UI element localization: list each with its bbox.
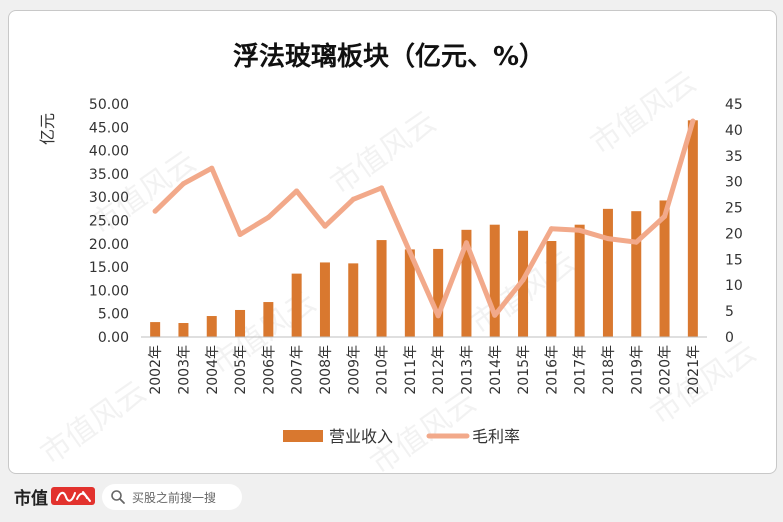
x-tick-label: 2012年 (431, 345, 447, 395)
bar (659, 200, 670, 337)
y-right-tick-label: 45 (725, 97, 743, 113)
y-left-tick-label: 20.00 (89, 237, 129, 253)
line-point (435, 313, 441, 319)
bar (602, 208, 613, 337)
bar (433, 248, 444, 337)
chart: 市值风云市值风云市值风云市值风云市值风云市值风云市值风云市值风云浮法玻璃板块（亿… (34, 41, 762, 473)
line-point (690, 118, 696, 124)
line-point (662, 213, 668, 219)
line-point (209, 165, 215, 171)
footer-bar: 市值 买股之前搜一搜 (0, 478, 783, 522)
x-tick-label: 2020年 (658, 345, 674, 395)
x-tick-label: 2005年 (233, 345, 249, 395)
y-right-tick-label: 25 (725, 201, 743, 217)
line-point (605, 236, 611, 242)
brand-name: 市值 (14, 488, 48, 509)
x-tick-label: 2021年 (686, 345, 702, 395)
y-left-tick-label: 35.00 (89, 167, 129, 183)
y-right-tick-label: 10 (725, 278, 743, 294)
x-tick-label: 2008年 (318, 345, 334, 395)
bar (489, 224, 500, 337)
y-right-tick-label: 35 (725, 149, 743, 165)
line-point (520, 277, 526, 283)
bar (376, 240, 387, 337)
bar (631, 211, 642, 337)
line-point (633, 239, 639, 245)
line-point (577, 227, 583, 233)
x-tick-label: 2013年 (459, 345, 475, 395)
bar (319, 262, 330, 337)
y-right-tick-label: 40 (725, 123, 743, 139)
bar (687, 120, 698, 337)
x-tick-label: 2003年 (176, 345, 192, 395)
y-left-tick-label: 40.00 (89, 144, 129, 160)
x-tick-label: 2018年 (601, 345, 617, 395)
line-point (463, 240, 469, 246)
search-placeholder: 买股之前搜一搜 (132, 490, 217, 505)
line-point (407, 249, 413, 255)
bar (263, 302, 274, 337)
search-box[interactable]: 买股之前搜一搜 (102, 484, 242, 510)
bar (546, 241, 557, 337)
x-tick-label: 2015年 (516, 345, 532, 395)
line-point (379, 185, 385, 191)
y-left-tick-label: 15.00 (89, 260, 129, 276)
x-tick-label: 2007年 (290, 345, 306, 395)
line-series (152, 118, 696, 319)
y-right-tick-label: 20 (725, 226, 743, 242)
y-right-tick-label: 15 (725, 252, 743, 268)
y-left-tick-label: 45.00 (89, 120, 129, 136)
line-point (322, 223, 328, 229)
line-point (180, 181, 186, 187)
bar (404, 249, 415, 337)
y-axis-label: 亿元 (38, 113, 57, 145)
bar (574, 224, 585, 337)
line-point (350, 196, 356, 202)
bar (206, 316, 217, 337)
y-right-tick-label: 0 (725, 330, 734, 346)
line-point (237, 231, 243, 237)
brand[interactable]: 市值 (14, 484, 96, 509)
bar (348, 263, 359, 337)
bar (235, 309, 246, 337)
line-point (548, 226, 554, 232)
bar (178, 323, 189, 337)
x-tick-label: 2014年 (488, 345, 504, 395)
bar (291, 273, 302, 337)
line-point (152, 208, 158, 214)
y-left-tick-label: 10.00 (89, 283, 129, 299)
legend-label-bar: 营业收入 (329, 427, 393, 446)
y-right-tick-label: 30 (725, 175, 743, 191)
x-tick-label: 2010年 (375, 345, 391, 395)
legend-swatch-bar (283, 430, 323, 442)
bar (461, 229, 472, 337)
x-tick-label: 2009年 (346, 345, 362, 395)
chart-card: 市值风云市值风云市值风云市值风云市值风云市值风云市值风云市值风云浮法玻璃板块（亿… (8, 10, 777, 474)
x-tick-label: 2002年 (148, 345, 164, 395)
y-left-tick-label: 50.00 (89, 97, 129, 113)
y-left-tick-label: 30.00 (89, 190, 129, 206)
x-tick-label: 2017年 (573, 345, 589, 395)
line-point (294, 188, 300, 194)
y-left-tick-label: 25.00 (89, 214, 129, 230)
bar (150, 322, 161, 337)
search-icon (111, 490, 125, 504)
y-left-tick-label: 5.00 (98, 307, 129, 323)
x-tick-label: 2011年 (403, 345, 419, 395)
brand-logo-icon (51, 487, 95, 505)
x-tick-label: 2016年 (544, 345, 560, 395)
y-left-tick-label: 0.00 (98, 330, 129, 346)
watermark-text: 市值风云 (34, 374, 152, 471)
y-right-tick-label: 5 (725, 304, 734, 320)
line-point (492, 312, 498, 318)
x-tick-label: 2019年 (629, 345, 645, 395)
line-point (265, 214, 271, 220)
chart-title: 浮法玻璃板块（亿元、%） (233, 41, 545, 72)
legend-label-line: 毛利率 (472, 427, 520, 446)
x-tick-label: 2004年 (205, 345, 221, 395)
x-tick-label: 2006年 (261, 345, 277, 395)
